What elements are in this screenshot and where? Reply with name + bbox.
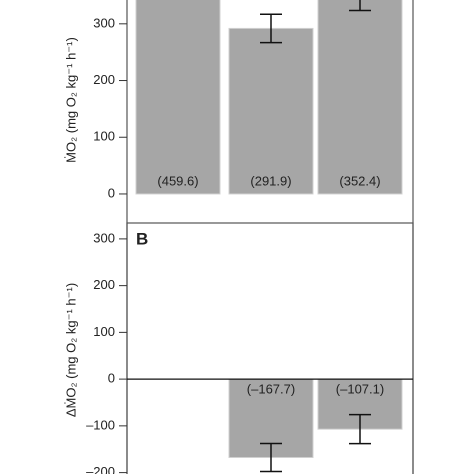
value-label: (–167.7) — [247, 382, 295, 397]
y-tick-label: 300 — [93, 15, 115, 30]
plot-area — [228, 378, 403, 473]
y-tick-label: 0 — [108, 371, 115, 386]
y-axis-label: ΔṀO₂ (mg O₂ kg⁻¹ h⁻¹) — [63, 283, 78, 417]
value-label: (–107.1) — [336, 382, 384, 397]
y-tick-label: 200 — [93, 277, 115, 292]
error-bar — [349, 413, 371, 445]
bar — [135, 0, 221, 195]
error-bar — [349, 0, 371, 12]
y-tick-label: 300 — [93, 230, 115, 245]
bar — [228, 27, 314, 195]
y-tick-label: 100 — [93, 324, 115, 339]
y-tick-label: –200 — [86, 464, 115, 474]
value-label: (459.6) — [157, 173, 198, 188]
plot-area — [135, 0, 403, 195]
bar — [317, 0, 403, 195]
error-bar — [260, 13, 282, 44]
y-tick-label: 100 — [93, 129, 115, 144]
y-axis-label: ṀO₂ (mg O₂ kg⁻¹ h⁻¹) — [63, 37, 78, 163]
value-label: (352.4) — [339, 173, 380, 188]
value-label: (291.9) — [250, 173, 291, 188]
y-tick-label: 0 — [108, 185, 115, 200]
panel-frame — [126, 222, 414, 474]
panel-label: B — [136, 229, 148, 248]
y-tick-label: 200 — [93, 72, 115, 87]
error-bar — [260, 442, 282, 473]
y-tick-label: –100 — [86, 417, 115, 432]
